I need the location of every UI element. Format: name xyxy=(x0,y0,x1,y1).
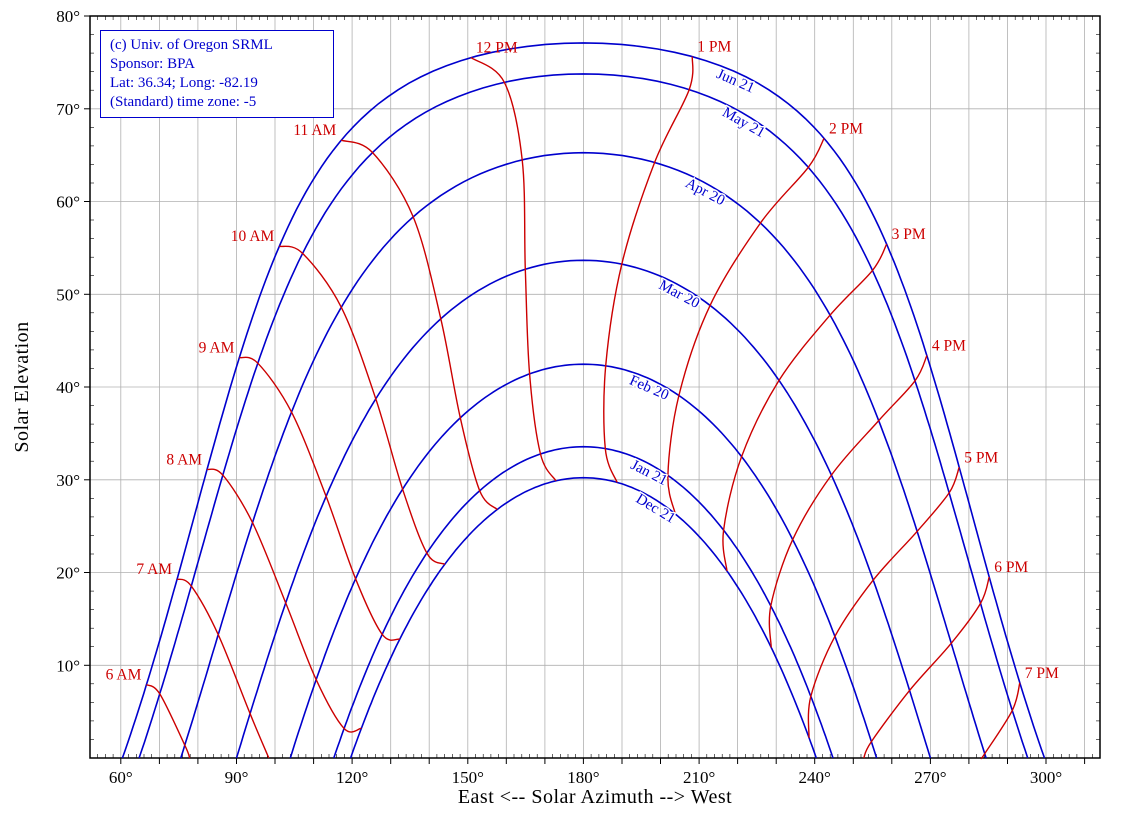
legend-line-lat-long: Lat: 36.34; Long: -82.19 xyxy=(110,75,258,91)
date-curve-label-apr-20: Apr 20 xyxy=(683,175,728,209)
x-tick-label: 270° xyxy=(914,768,946,787)
y-tick-label: 10° xyxy=(56,656,80,675)
hour-line-4-pm xyxy=(768,355,928,648)
hour-line-label-11-am: 11 AM xyxy=(293,122,336,139)
hour-line-label-3-pm: 3 PM xyxy=(892,226,926,243)
hour-line-11-am xyxy=(341,139,498,511)
x-axis-title: East <-- Solar Azimuth --> West xyxy=(458,786,732,808)
date-curve-dec-21 xyxy=(349,476,818,759)
plot-frame xyxy=(89,15,1101,759)
hour-line-10-am xyxy=(279,245,446,565)
legend-line-timezone: (Standard) time zone: -5 xyxy=(110,94,257,110)
hour-line-7-pm xyxy=(980,682,1021,760)
date-curve-label-feb-20: Feb 20 xyxy=(627,373,671,404)
date-curve-label-may-21: May 21 xyxy=(719,104,767,141)
x-tick-label: 180° xyxy=(567,768,599,787)
date-curve-label-jun-21: Jun 21 xyxy=(714,66,757,96)
hour-line-label-1-pm: 1 PM xyxy=(697,39,731,56)
hour-line-6-pm xyxy=(863,576,990,759)
y-tick-label: 30° xyxy=(56,471,80,490)
x-tick-label: 300° xyxy=(1030,768,1062,787)
legend-box: (c) Univ. of Oregon SRML Sponsor: BPA La… xyxy=(100,30,334,118)
hour-line-label-7-am: 7 AM xyxy=(136,561,172,578)
y-tick-label: 40° xyxy=(56,378,80,397)
y-tick-label: 20° xyxy=(56,564,80,583)
hour-line-label-7-pm: 7 PM xyxy=(1025,665,1059,682)
hour-line-label-12-pm: 12 PM xyxy=(476,40,518,57)
hour-line-label-6-am: 6 AM xyxy=(106,667,142,684)
hour-line-2-pm xyxy=(667,138,825,515)
y-tick-label: 70° xyxy=(56,100,80,119)
hour-line-label-2-pm: 2 PM xyxy=(829,120,863,137)
date-curve-jan-21 xyxy=(333,445,834,759)
date-curve-label-dec-21: Dec 21 xyxy=(633,491,678,527)
legend-line-copyright: (c) Univ. of Oregon SRML xyxy=(110,37,273,53)
hour-line-label-9-am: 9 AM xyxy=(199,340,235,357)
y-tick-label: 60° xyxy=(56,193,80,212)
hour-line-label-6-pm: 6 PM xyxy=(994,559,1028,576)
date-curve-may-21 xyxy=(138,73,1029,759)
hour-line-12-pm xyxy=(470,57,557,482)
x-tick-label: 120° xyxy=(336,768,368,787)
hour-line-9-am xyxy=(239,356,400,641)
x-tick-label: 90° xyxy=(225,768,249,787)
hour-line-5-pm xyxy=(807,467,960,738)
x-tick-label: 60° xyxy=(109,768,133,787)
y-axis-title: Solar Elevation xyxy=(11,321,33,452)
date-curve-jun-21 xyxy=(121,42,1046,759)
x-tick-label: 150° xyxy=(452,768,484,787)
hour-line-1-pm xyxy=(603,56,694,483)
hour-line-8-am xyxy=(206,468,362,733)
hour-line-label-5-pm: 5 PM xyxy=(964,449,998,466)
date-curve-feb-20 xyxy=(289,363,878,759)
date-curve-apr-20 xyxy=(180,151,987,759)
hour-line-3-pm xyxy=(722,243,888,572)
legend-line-sponsor: Sponsor: BPA xyxy=(110,56,195,72)
date-curve-label-jan-21: Jan 21 xyxy=(628,457,670,489)
date-curve-label-mar-20: Mar 20 xyxy=(656,277,702,312)
hour-line-label-4-pm: 4 PM xyxy=(932,338,966,355)
hour-line-label-10-am: 10 AM xyxy=(231,228,275,245)
hour-line-7-am xyxy=(176,578,270,759)
x-tick-label: 240° xyxy=(799,768,831,787)
hour-line-6-am xyxy=(146,684,191,759)
hour-line-label-8-am: 8 AM xyxy=(166,451,202,468)
y-tick-label: 50° xyxy=(56,285,80,304)
date-curve-mar-20 xyxy=(235,259,932,759)
y-tick-label: 80° xyxy=(56,7,80,26)
x-tick-label: 210° xyxy=(683,768,715,787)
